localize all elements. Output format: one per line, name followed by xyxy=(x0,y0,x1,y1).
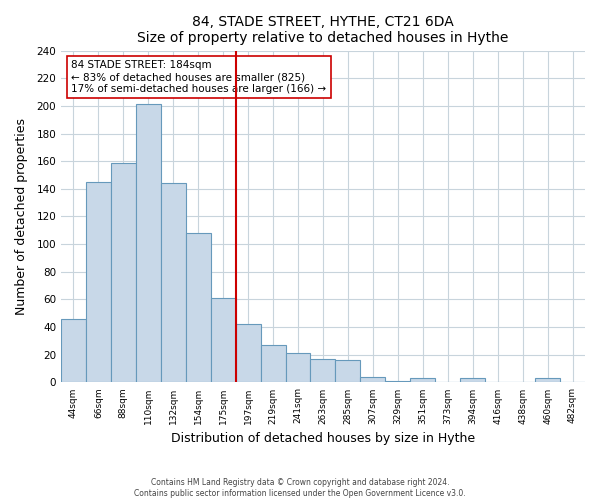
Bar xyxy=(86,182,111,382)
Bar xyxy=(361,377,385,382)
Bar xyxy=(236,324,260,382)
Bar xyxy=(186,233,211,382)
Bar xyxy=(535,378,560,382)
Bar xyxy=(111,162,136,382)
Bar xyxy=(286,354,310,382)
Bar xyxy=(385,381,410,382)
Bar xyxy=(161,184,186,382)
Bar xyxy=(335,360,361,382)
Text: 84 STADE STREET: 184sqm
← 83% of detached houses are smaller (825)
17% of semi-d: 84 STADE STREET: 184sqm ← 83% of detache… xyxy=(71,60,326,94)
Title: 84, STADE STREET, HYTHE, CT21 6DA
Size of property relative to detached houses i: 84, STADE STREET, HYTHE, CT21 6DA Size o… xyxy=(137,15,509,45)
Bar xyxy=(460,378,485,382)
Text: Contains HM Land Registry data © Crown copyright and database right 2024.
Contai: Contains HM Land Registry data © Crown c… xyxy=(134,478,466,498)
X-axis label: Distribution of detached houses by size in Hythe: Distribution of detached houses by size … xyxy=(171,432,475,445)
Bar xyxy=(211,298,236,382)
Bar xyxy=(410,378,435,382)
Bar xyxy=(260,345,286,383)
Bar xyxy=(136,104,161,382)
Y-axis label: Number of detached properties: Number of detached properties xyxy=(15,118,28,315)
Bar xyxy=(310,359,335,382)
Bar xyxy=(61,319,86,382)
